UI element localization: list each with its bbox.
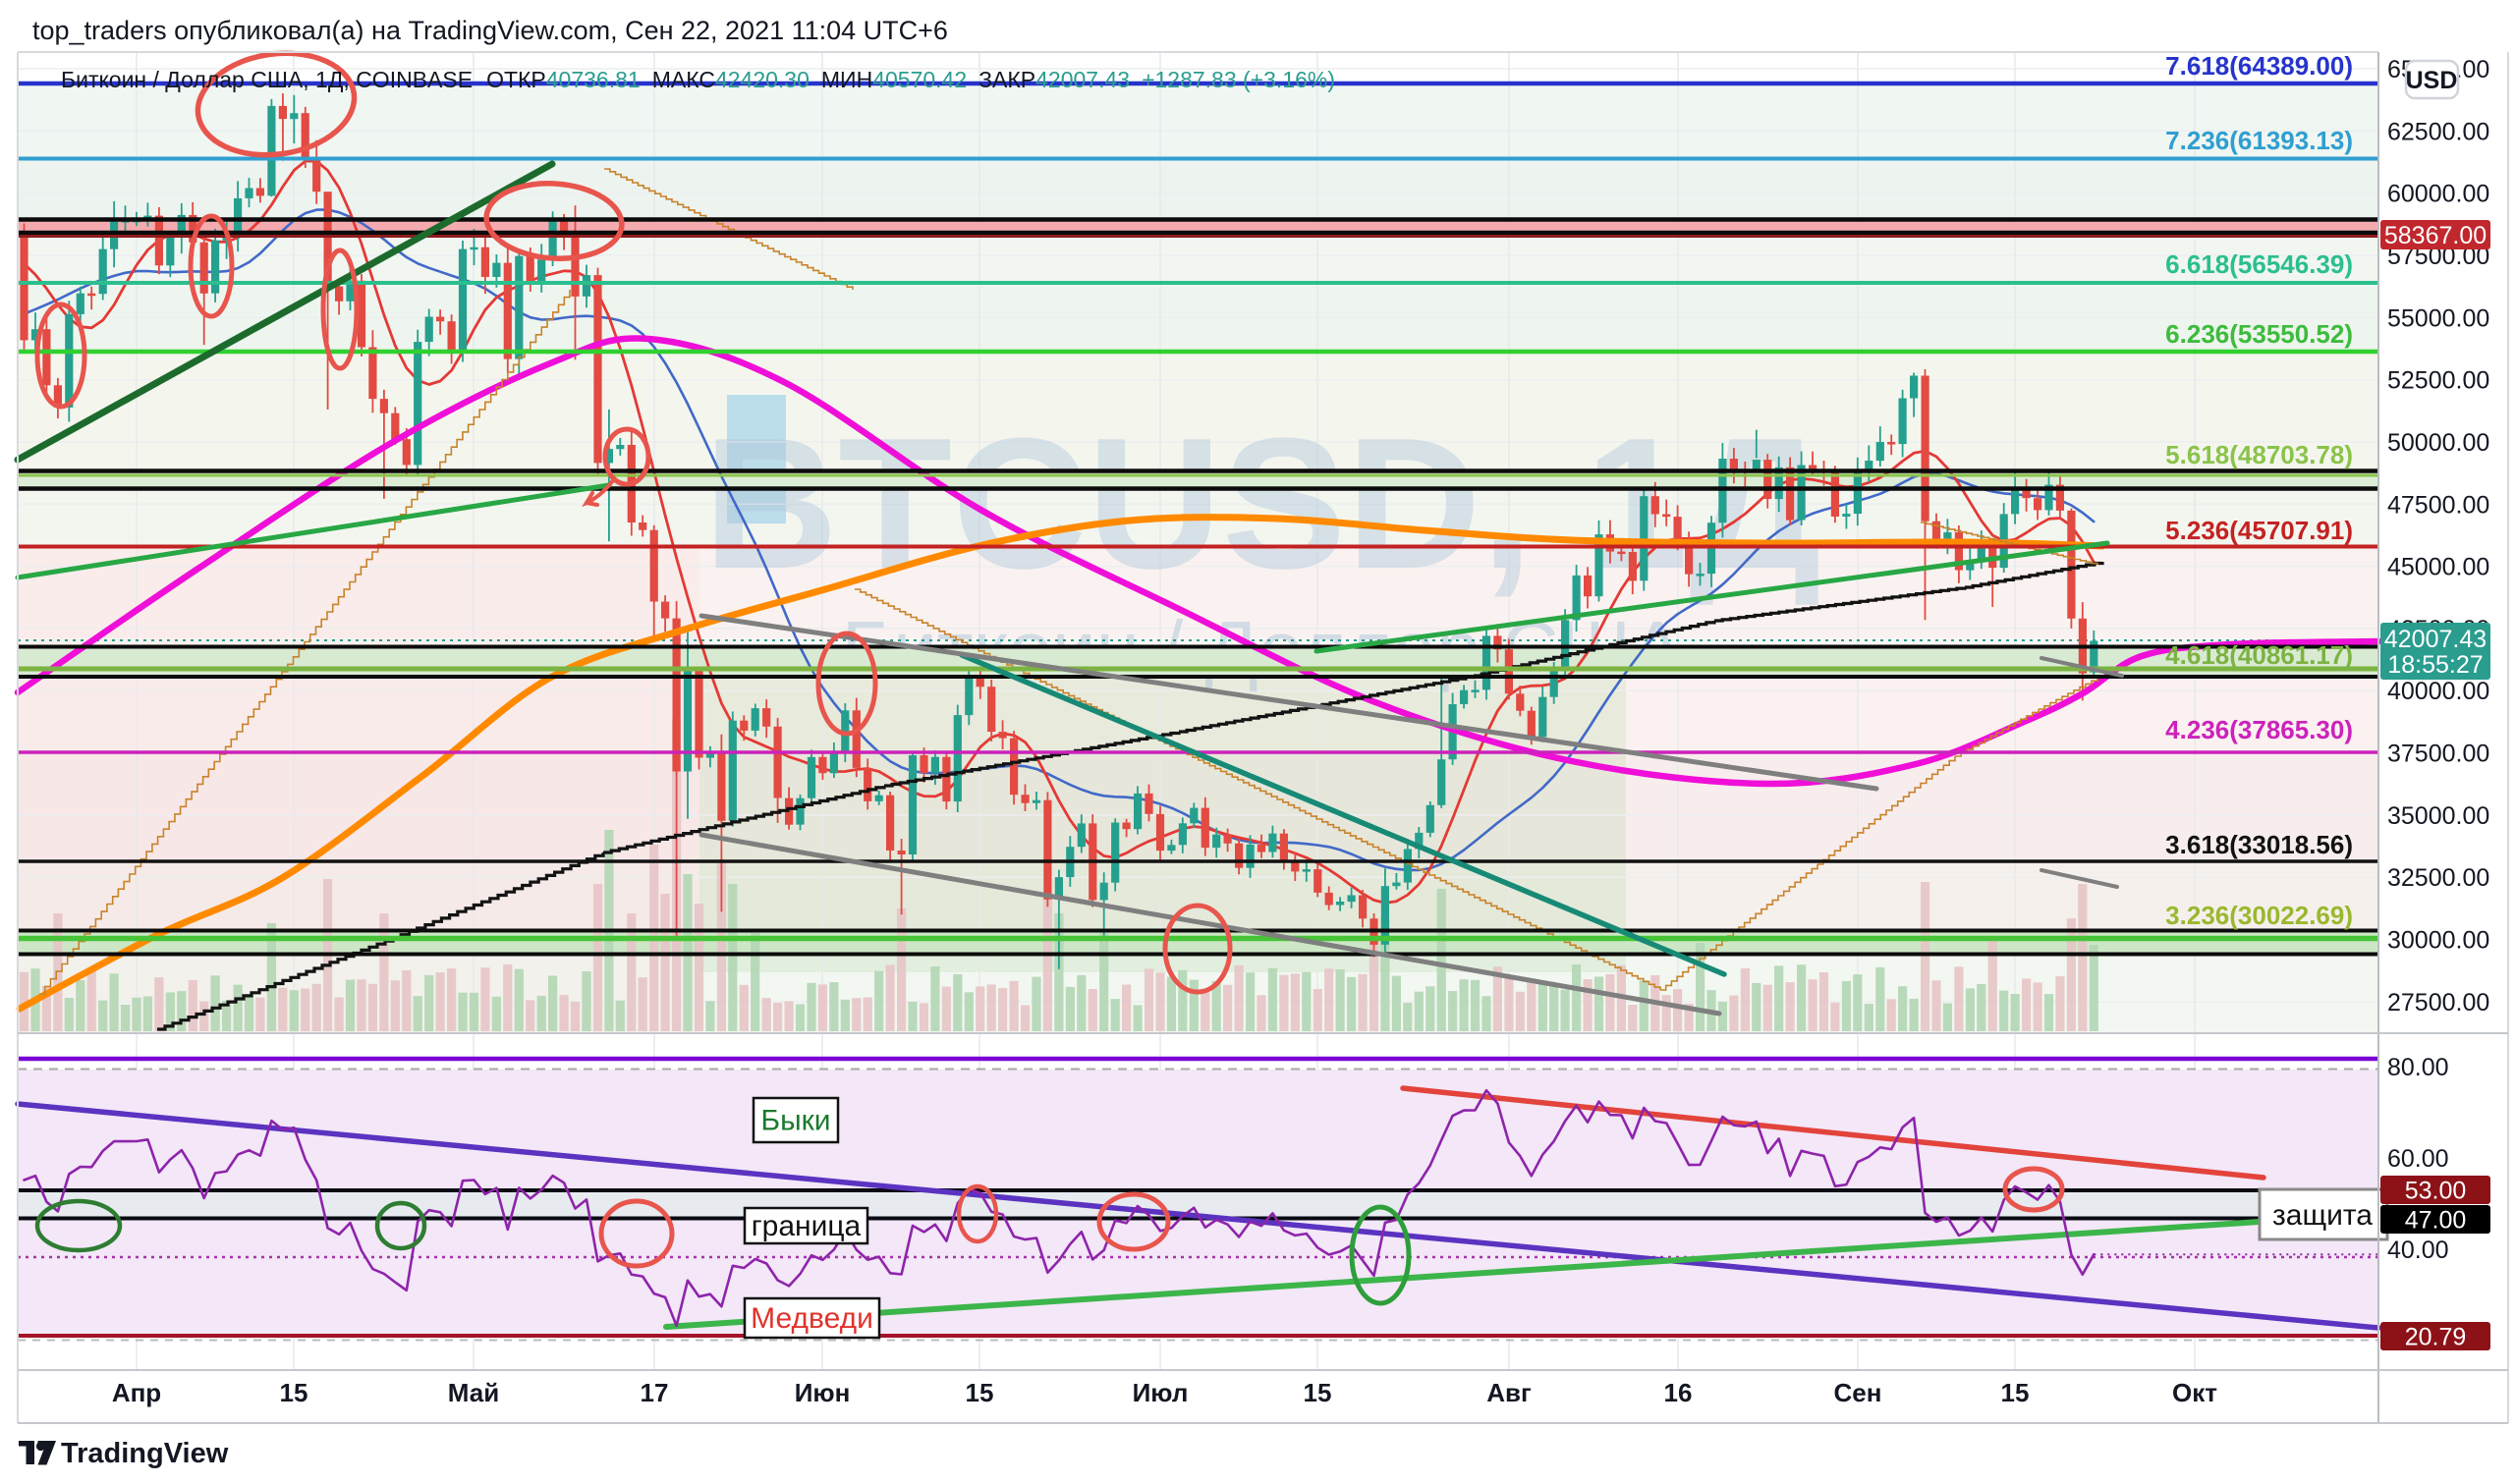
svg-text:20.79: 20.79 bbox=[2405, 1324, 2467, 1351]
svg-text:Июн: Июн bbox=[795, 1378, 851, 1407]
svg-text:5.618(48703.78): 5.618(48703.78) bbox=[2165, 440, 2353, 469]
svg-text:30000.00: 30000.00 bbox=[2387, 927, 2489, 955]
svg-text:80.00: 80.00 bbox=[2387, 1054, 2449, 1081]
svg-text:Июл: Июл bbox=[1133, 1378, 1189, 1407]
svg-text:3.618(33018.56): 3.618(33018.56) bbox=[2165, 830, 2353, 859]
svg-text:53.00: 53.00 bbox=[2405, 1178, 2467, 1205]
svg-text:top_traders опубликовал(а) на: top_traders опубликовал(а) на TradingVie… bbox=[32, 16, 948, 45]
svg-text:4.618(40861.17): 4.618(40861.17) bbox=[2165, 640, 2353, 670]
svg-text:55000.00: 55000.00 bbox=[2387, 304, 2489, 332]
svg-text:защита: защита bbox=[2272, 1199, 2373, 1232]
svg-text:17: 17 bbox=[641, 1378, 669, 1407]
svg-text:Биткоин / Доллар США, 1Д, COIN: Биткоин / Доллар США, 1Д, COINBASE ОТКР40… bbox=[61, 67, 1335, 92]
svg-text:15: 15 bbox=[2001, 1378, 2030, 1407]
svg-text:50000.00: 50000.00 bbox=[2387, 429, 2489, 457]
svg-text:15: 15 bbox=[1304, 1378, 1332, 1407]
svg-text:4.236(37865.30): 4.236(37865.30) bbox=[2165, 715, 2353, 744]
svg-text:18:55:27: 18:55:27 bbox=[2387, 651, 2483, 679]
svg-text:40.00: 40.00 bbox=[2387, 1237, 2449, 1264]
svg-text:6.618(56546.39): 6.618(56546.39) bbox=[2165, 249, 2353, 279]
svg-text:15: 15 bbox=[966, 1378, 994, 1407]
svg-text:42007.43: 42007.43 bbox=[2384, 626, 2487, 653]
svg-text:45000.00: 45000.00 bbox=[2387, 554, 2489, 581]
svg-text:40000.00: 40000.00 bbox=[2387, 678, 2489, 705]
svg-text:Май: Май bbox=[448, 1378, 499, 1407]
svg-text:60000.00: 60000.00 bbox=[2387, 181, 2489, 208]
svg-text:Апр: Апр bbox=[112, 1378, 161, 1407]
svg-text:USD: USD bbox=[2406, 67, 2458, 94]
svg-text:62500.00: 62500.00 bbox=[2387, 118, 2489, 145]
svg-text:58367.00: 58367.00 bbox=[2384, 222, 2487, 249]
svg-text:TradingView: TradingView bbox=[61, 1438, 229, 1469]
svg-text:7.618(64389.00): 7.618(64389.00) bbox=[2165, 51, 2353, 81]
svg-text:Сен: Сен bbox=[1834, 1378, 1882, 1407]
svg-text:47500.00: 47500.00 bbox=[2387, 491, 2489, 519]
svg-text:35000.00: 35000.00 bbox=[2387, 802, 2489, 830]
svg-text:5.236(45707.91): 5.236(45707.91) bbox=[2165, 516, 2353, 545]
svg-text:Медведи: Медведи bbox=[751, 1302, 873, 1335]
svg-text:47.00: 47.00 bbox=[2405, 1207, 2467, 1235]
svg-text:Быки: Быки bbox=[760, 1105, 830, 1137]
svg-text:7.236(61393.13): 7.236(61393.13) bbox=[2165, 126, 2353, 155]
svg-text:52500.00: 52500.00 bbox=[2387, 367, 2489, 395]
svg-text:37500.00: 37500.00 bbox=[2387, 741, 2489, 768]
svg-text:3.236(30022.69): 3.236(30022.69) bbox=[2165, 901, 2353, 930]
svg-text:16: 16 bbox=[1664, 1378, 1693, 1407]
svg-text:32500.00: 32500.00 bbox=[2387, 864, 2489, 892]
svg-text:Окт: Окт bbox=[2172, 1378, 2217, 1407]
svg-text:15: 15 bbox=[280, 1378, 308, 1407]
svg-text:60.00: 60.00 bbox=[2387, 1145, 2449, 1173]
svg-text:Авг: Авг bbox=[1486, 1378, 1532, 1407]
svg-text:6.236(53550.52): 6.236(53550.52) bbox=[2165, 319, 2353, 349]
svg-text:27500.00: 27500.00 bbox=[2387, 989, 2489, 1017]
svg-text:граница: граница bbox=[752, 1210, 862, 1242]
